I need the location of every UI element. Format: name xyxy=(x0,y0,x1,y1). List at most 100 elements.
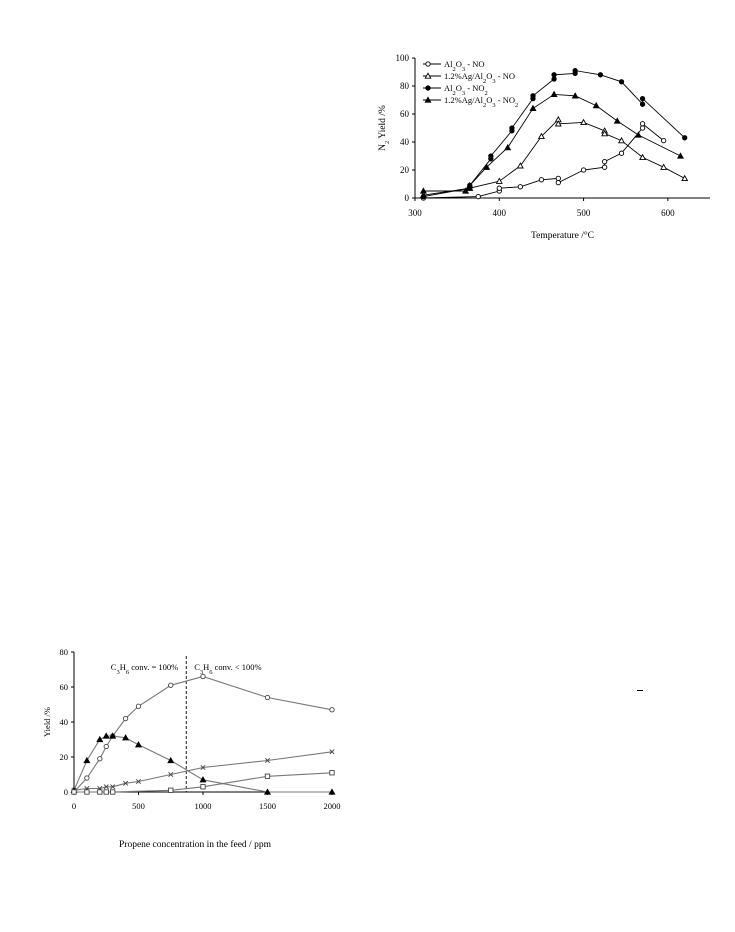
y-tick-label: 60 xyxy=(400,109,410,119)
data-point xyxy=(122,734,130,741)
legend-entry: 1.2%Ag/Al2O3 - NO2 xyxy=(444,95,518,109)
data-point xyxy=(168,682,174,688)
y-axis-label-rest: Yield /% xyxy=(378,105,388,141)
legend-text: O xyxy=(456,59,462,69)
y-tick-label: 60 xyxy=(60,682,69,692)
annotation-text: C xyxy=(111,662,117,672)
y-tick-label: 0 xyxy=(64,787,68,797)
data-point xyxy=(571,92,579,99)
y-axis-label: N2 Yield /% xyxy=(378,105,391,151)
data-point xyxy=(538,177,545,183)
annotation-text: C xyxy=(194,662,200,672)
data-point xyxy=(103,784,109,790)
legend-subscript: 2 xyxy=(453,90,456,97)
data-point xyxy=(550,90,558,98)
data-point xyxy=(516,162,524,169)
y-tick-label: 40 xyxy=(60,717,69,727)
x-tick-label: 1500 xyxy=(259,801,276,811)
legend-marker xyxy=(424,96,432,103)
y-tick-label: 0 xyxy=(405,193,410,203)
series-2 xyxy=(70,732,336,795)
data-point xyxy=(554,120,562,127)
data-point xyxy=(84,789,90,795)
data-point xyxy=(200,764,206,771)
data-point xyxy=(682,135,688,141)
series-1 xyxy=(420,121,667,201)
data-point xyxy=(167,756,175,764)
data-point xyxy=(96,735,104,743)
legend-subscript: 2 xyxy=(483,78,486,85)
y-tick-label: 80 xyxy=(400,81,410,91)
data-point xyxy=(537,132,545,140)
data-point xyxy=(639,153,647,161)
data-point xyxy=(264,694,271,701)
y-axis-label: Yield /% xyxy=(42,707,52,737)
data-point xyxy=(639,95,646,102)
x-axis-label: Propene concentration in the feed / ppm xyxy=(119,839,272,850)
y-tick-label: 20 xyxy=(400,165,410,175)
y-axis-label-subscript: 2 xyxy=(384,141,391,144)
x-tick-label: 500 xyxy=(577,208,591,218)
legend-entry: 1.2%Ag/Al2O3 - NO xyxy=(444,71,515,85)
series-4 xyxy=(71,770,335,795)
data-point xyxy=(681,174,689,182)
data-point xyxy=(530,93,536,99)
data-point xyxy=(97,756,103,762)
data-point xyxy=(634,131,642,138)
data-point xyxy=(264,773,271,779)
data-point xyxy=(329,770,335,776)
data-point xyxy=(601,129,609,137)
legend-subscript: 2 xyxy=(453,66,456,73)
x-tick-label: 300 xyxy=(408,208,422,218)
legend-subscript: 2 xyxy=(485,90,488,97)
data-point xyxy=(488,153,494,159)
data-point xyxy=(483,163,491,170)
data-point xyxy=(168,787,174,793)
annotation-subscript: 6 xyxy=(126,669,130,676)
data-point xyxy=(420,193,427,200)
legend-subscript: 3 xyxy=(492,102,495,109)
legend-marker xyxy=(424,72,432,79)
data-point xyxy=(517,184,524,190)
data-point xyxy=(597,72,604,78)
data-point xyxy=(135,703,142,709)
data-point xyxy=(529,104,537,112)
x-tick-label: 600 xyxy=(661,208,675,218)
legend-text: O xyxy=(456,83,462,93)
legend-subscript: 3 xyxy=(492,78,495,85)
data-point xyxy=(660,137,667,144)
data-point xyxy=(555,179,561,186)
legend-subscript: 3 xyxy=(462,90,465,97)
propene-yield-chart: 0 20 40 60 80 0 500 1000 1500 2000 Propene concent… xyxy=(42,647,341,850)
annotation-text: H xyxy=(203,662,209,672)
stray-dash-mark xyxy=(637,690,643,691)
y-tick-label: 100 xyxy=(396,53,410,63)
series-line xyxy=(423,118,685,196)
annotation-text: conv. = 100% xyxy=(129,662,178,672)
data-point xyxy=(639,121,646,127)
data-point xyxy=(419,187,427,194)
data-point xyxy=(110,784,116,790)
legend-subscript: 2 xyxy=(515,102,518,109)
data-point xyxy=(109,732,117,739)
data-point xyxy=(329,749,335,755)
legend-subscript: 2 xyxy=(483,102,486,109)
legend-subscript: 3 xyxy=(462,66,465,73)
data-point xyxy=(328,788,336,795)
legend-text: - NO xyxy=(465,83,484,93)
x-tick-label: 1000 xyxy=(195,801,212,811)
data-point xyxy=(122,715,129,722)
data-point xyxy=(264,757,271,764)
legend-entry: Al2O3 - NO xyxy=(444,59,485,73)
data-point xyxy=(496,185,502,191)
series-4 xyxy=(419,90,685,194)
data-point xyxy=(135,778,142,785)
data-point xyxy=(660,163,668,170)
series-line xyxy=(423,70,686,198)
legend-text: - NO xyxy=(496,95,515,105)
y-tick-label: 40 xyxy=(400,137,410,147)
legend-text: - NO xyxy=(496,71,515,81)
data-point xyxy=(97,789,103,795)
legend-text: Al xyxy=(444,83,453,93)
y-axis-label-main: N xyxy=(378,144,388,151)
